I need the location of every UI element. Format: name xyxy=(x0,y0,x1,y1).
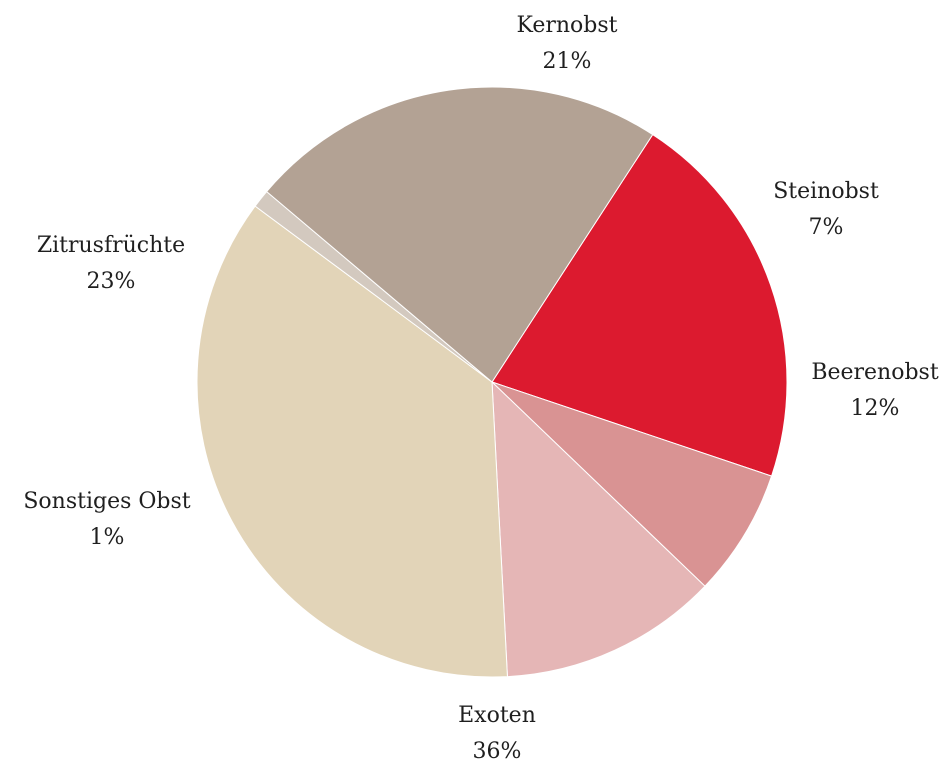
pie-slice-steinobst xyxy=(491,381,773,587)
slice-label: Kernobst xyxy=(516,13,617,38)
slice-label: Exoten xyxy=(458,703,536,728)
pie-slices xyxy=(196,86,788,678)
pie-slice-exoten xyxy=(196,205,508,678)
slice-percent-label: 7% xyxy=(809,215,844,240)
slice-label: Sonstiges Obst xyxy=(23,489,190,514)
slice-percent-label: 36% xyxy=(473,739,522,759)
pie-slice-zitrusfrüchte xyxy=(265,86,654,383)
slice-percent-label: 21% xyxy=(543,49,592,74)
slice-label: Zitrusfrüchte xyxy=(37,233,185,258)
pie-slice-beerenobst xyxy=(491,380,706,678)
slice-percent-label: 1% xyxy=(90,525,125,550)
slice-label: Steinobst xyxy=(773,179,879,204)
pie-labels: Kernobst 21% Steinobst 7% Beerenobst 12% Exote… xyxy=(23,13,938,759)
pie-slice-kernobst xyxy=(491,133,788,477)
slice-percent-label: 12% xyxy=(851,396,900,421)
slice-percent-label: 23% xyxy=(87,269,136,294)
slice-label: Beerenobst xyxy=(811,360,939,385)
